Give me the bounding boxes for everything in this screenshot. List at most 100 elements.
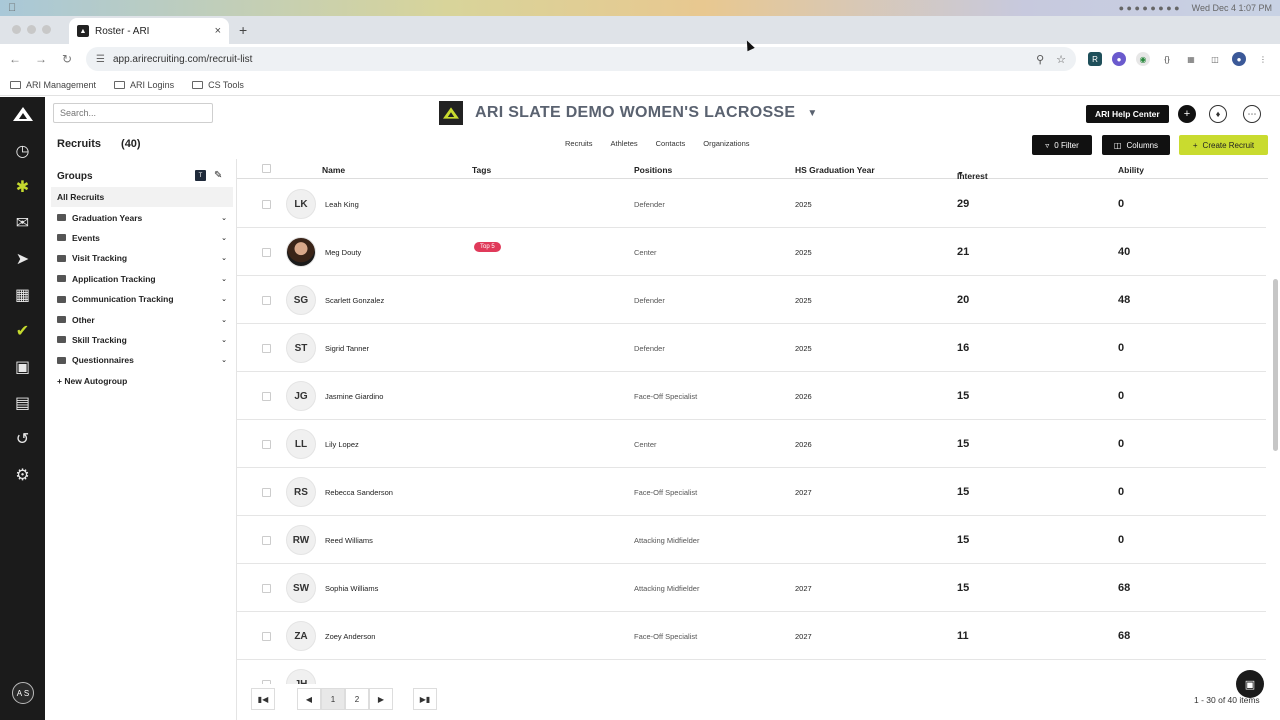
page-2-button[interactable]: 2 <box>345 688 369 710</box>
browser-tab[interactable]: ▲ Roster - ARI × <box>69 18 229 44</box>
new-autogroup-link[interactable]: + New Autogroup <box>57 375 128 386</box>
group-application-tracking[interactable]: Application Tracking ⌄ <box>51 269 233 289</box>
recruit-name[interactable]: Sophia Williams <box>325 584 379 593</box>
row-checkbox[interactable] <box>262 200 271 209</box>
col-name[interactable]: Name <box>322 165 346 175</box>
ari-logo-icon[interactable] <box>12 107 33 121</box>
table-row[interactable]: JG Jasmine Giardino Face-Off Specialist 202… <box>237 372 1266 420</box>
last-page-icon[interactable]: ▶▮ <box>413 688 437 710</box>
next-page-icon[interactable]: ▶ <box>369 688 393 710</box>
calendar-icon[interactable]: ▦ <box>14 287 31 304</box>
row-checkbox[interactable] <box>262 344 271 353</box>
create-recruit-button[interactable]: + Create Recruit <box>1179 135 1268 155</box>
columns-button[interactable]: ◫ Columns <box>1102 135 1170 155</box>
recruit-name[interactable]: Jasmine Giardino <box>325 392 384 401</box>
row-checkbox[interactable] <box>262 440 271 449</box>
close-tab-icon[interactable]: × <box>214 25 221 37</box>
extension-color-icon[interactable]: ◉ <box>1136 52 1150 66</box>
row-checkbox[interactable] <box>262 680 271 684</box>
bookmark-ari-management[interactable]: ARI Management <box>10 80 96 90</box>
history-icon[interactable]: ↺ <box>15 431 30 448</box>
apple-icon[interactable]:  <box>8 2 16 14</box>
col-hs-graduation-year[interactable]: HS Graduation Year <box>795 165 875 175</box>
table-row[interactable]: RW Reed Williams Attacking Midfielder 15 0 <box>237 516 1266 564</box>
table-row[interactable]: ST Sigrid Tanner Defender 2025 16 0 <box>237 324 1266 372</box>
row-checkbox[interactable] <box>262 392 271 401</box>
tab-athletes[interactable]: Athletes <box>610 139 638 148</box>
chevron-down-icon[interactable]: ⌄ <box>221 275 227 283</box>
col-positions[interactable]: Positions <box>634 165 673 175</box>
user-avatar[interactable]: A S <box>12 682 34 704</box>
bookmark-star-icon[interactable]: ☆ <box>1056 53 1066 66</box>
extension-badge-icon[interactable]: ● <box>1112 52 1126 66</box>
clipboard-icon[interactable]: ▤ <box>14 395 31 412</box>
add-icon[interactable]: + <box>1178 105 1196 123</box>
forward-icon[interactable]: → <box>35 52 47 66</box>
group-questionnaires[interactable]: Questionnaires ⌄ <box>51 350 233 370</box>
chevron-down-icon[interactable]: ⌄ <box>221 357 227 365</box>
new-tab-icon[interactable]: + <box>239 22 248 38</box>
minimize-window-icon[interactable] <box>27 25 36 34</box>
table-scrollbar[interactable] <box>1273 279 1278 451</box>
group-other[interactable]: Other ⌄ <box>51 309 233 329</box>
more-icon[interactable]: ⋯ <box>1243 105 1261 123</box>
table-row[interactable]: LK Leah King Defender 2025 29 0 <box>237 180 1266 228</box>
page-1-button[interactable]: 1 <box>321 688 345 710</box>
help-center-button[interactable]: ARI Help Center <box>1086 105 1169 123</box>
chat-icon[interactable]: ▣ <box>1236 670 1264 698</box>
notebook-icon[interactable]: ▣ <box>14 359 31 376</box>
tag-badge[interactable]: Top 5 <box>474 242 501 252</box>
group-graduation-years[interactable]: Graduation Years ⌄ <box>51 207 233 227</box>
row-checkbox[interactable] <box>262 296 271 305</box>
table-row[interactable]: SG Scarlett Gonzalez Defender 2025 20 48 <box>237 276 1266 324</box>
filter-button[interactable]: ▿ 0 Filter <box>1032 135 1092 155</box>
recruit-name[interactable]: Scarlett Gonzalez <box>325 296 385 305</box>
tab-recruits[interactable]: Recruits <box>565 139 593 148</box>
group-skill-tracking[interactable]: Skill Tracking ⌄ <box>51 330 233 350</box>
recruit-name[interactable]: Lily Lopez <box>325 440 359 449</box>
recruit-name[interactable]: Sigrid Tanner <box>325 344 370 353</box>
recruit-name[interactable]: Leah King <box>325 200 359 209</box>
browser-menu-icon[interactable]: ⋮ <box>1259 54 1267 64</box>
table-row[interactable]: Meg Douty Top 5 Center 2025 21 40 <box>237 228 1266 276</box>
close-window-icon[interactable] <box>12 25 21 34</box>
extension-code-icon[interactable]: {} <box>1164 54 1170 64</box>
back-icon[interactable]: ← <box>9 52 21 66</box>
table-row[interactable]: RS Rebecca Sanderson Face-Off Specialist 20… <box>237 468 1266 516</box>
tab-contacts[interactable]: Contacts <box>655 139 686 148</box>
row-checkbox[interactable] <box>262 584 271 593</box>
bookmark-cs-tools[interactable]: CS Tools <box>192 80 244 90</box>
reload-icon[interactable]: ↻ <box>61 52 73 66</box>
chevron-down-icon[interactable]: ⌄ <box>221 296 227 304</box>
prev-page-icon[interactable]: ◀ <box>297 688 321 710</box>
edit-pencil-icon[interactable]: ✎ <box>214 170 223 181</box>
select-all-checkbox[interactable] <box>262 164 271 173</box>
recruit-name[interactable]: Rebecca Sanderson <box>325 488 393 497</box>
row-checkbox[interactable] <box>262 248 271 257</box>
site-settings-icon[interactable]: ☰ <box>96 53 105 65</box>
dashboard-icon[interactable]: ◷ <box>15 143 30 160</box>
chevron-down-icon[interactable]: ⌄ <box>221 336 227 344</box>
send-icon[interactable]: ➤ <box>15 251 30 268</box>
team-selector[interactable]: ARI SLATE DEMO WOMEN'S LACROSSE ▼ <box>439 101 817 125</box>
group-communication-tracking[interactable]: Communication Tracking ⌄ <box>51 289 233 309</box>
sidepanel-icon[interactable]: ◫ <box>1211 54 1219 64</box>
recruits-icon[interactable]: ✱ <box>15 179 30 196</box>
col-tags[interactable]: Tags <box>472 165 492 175</box>
profile-avatar-icon[interactable]: ● <box>1232 52 1246 66</box>
recruit-name[interactable]: Zoey Anderson <box>325 632 376 641</box>
first-page-icon[interactable]: ▮◀ <box>251 688 275 710</box>
recruit-name[interactable]: Reed Williams <box>325 536 373 545</box>
zoom-icon[interactable]: ⚲ <box>1036 53 1045 66</box>
table-row[interactable]: ZA Zoey Anderson Face-Off Specialist 2027 11… <box>237 612 1266 660</box>
group-events[interactable]: Events ⌄ <box>51 228 233 248</box>
chevron-down-icon[interactable]: ⌄ <box>221 255 227 263</box>
t-icon[interactable]: T <box>195 170 206 181</box>
group-all-recruits[interactable]: All Recruits <box>51 187 233 208</box>
mail-icon[interactable]: ✉ <box>15 215 30 232</box>
tab-organizations[interactable]: Organizations <box>703 139 750 148</box>
table-row[interactable]: LL Lily Lopez Center 2026 15 0 <box>237 420 1266 468</box>
chevron-down-icon[interactable]: ⌄ <box>221 234 227 242</box>
maximize-window-icon[interactable] <box>42 25 51 34</box>
extension-r-icon[interactable]: R <box>1088 52 1102 66</box>
